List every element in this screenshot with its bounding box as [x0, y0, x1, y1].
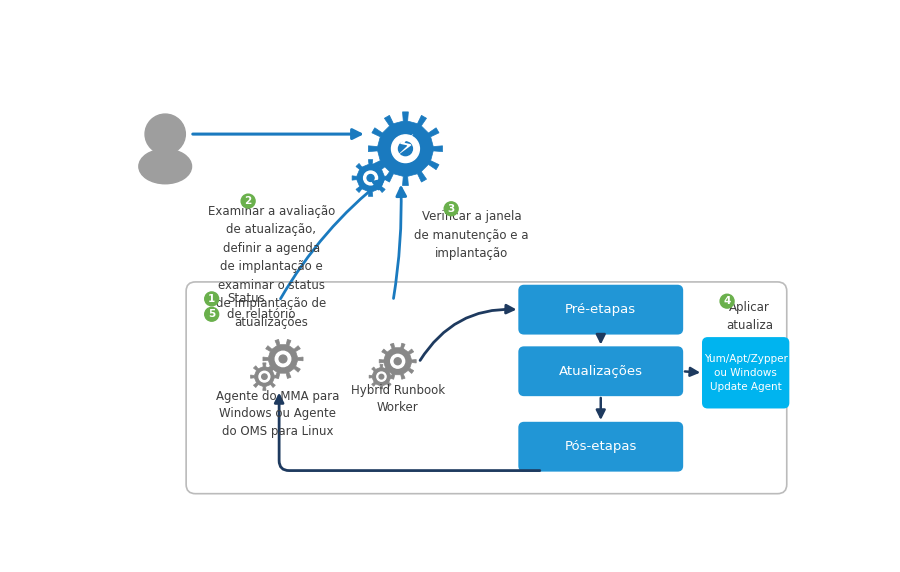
Circle shape: [394, 358, 401, 365]
Circle shape: [445, 202, 458, 216]
Circle shape: [204, 307, 219, 321]
Polygon shape: [368, 112, 443, 185]
FancyBboxPatch shape: [186, 282, 787, 494]
Text: 1: 1: [208, 294, 215, 304]
Circle shape: [259, 371, 270, 382]
Text: Aplicar
atualiza: Aplicar atualiza: [726, 301, 773, 332]
Circle shape: [367, 174, 374, 181]
Text: Yum/Apt/Zypper
ou Windows
Update Agent: Yum/Apt/Zypper ou Windows Update Agent: [704, 354, 788, 392]
Circle shape: [392, 135, 419, 162]
FancyBboxPatch shape: [519, 286, 682, 333]
Text: Hybrid Runbook
Worker: Hybrid Runbook Worker: [351, 384, 445, 414]
Text: Atualizações: Atualizações: [559, 365, 643, 378]
Ellipse shape: [139, 149, 192, 184]
Text: Agente do MMA para
Windows ou Agente
do OMS para Linux: Agente do MMA para Windows ou Agente do …: [216, 390, 339, 438]
Circle shape: [262, 374, 267, 379]
Polygon shape: [250, 363, 278, 391]
Circle shape: [391, 354, 405, 368]
Text: 5: 5: [208, 309, 215, 319]
Circle shape: [241, 194, 255, 208]
Circle shape: [399, 142, 412, 156]
FancyBboxPatch shape: [519, 423, 682, 471]
Text: 2: 2: [245, 196, 252, 206]
Text: 3: 3: [447, 204, 454, 214]
Polygon shape: [352, 160, 389, 196]
Bar: [158, 145, 173, 156]
Text: Pré-etapas: Pré-etapas: [565, 303, 636, 316]
Polygon shape: [369, 364, 393, 389]
Text: de relatório: de relatório: [227, 308, 296, 321]
Polygon shape: [379, 343, 416, 379]
Circle shape: [204, 292, 219, 306]
Text: Pós-etapas: Pós-etapas: [564, 440, 637, 453]
Circle shape: [145, 114, 185, 154]
Text: Examinar a avaliação
de atualização,
definir a agenda
de implantação e
examinar : Examinar a avaliação de atualização, def…: [208, 205, 335, 329]
Text: 4: 4: [724, 296, 731, 306]
Circle shape: [279, 355, 287, 363]
Text: ⚡: ⚡: [396, 133, 415, 161]
FancyBboxPatch shape: [519, 347, 682, 395]
Circle shape: [379, 374, 383, 379]
Circle shape: [377, 372, 386, 382]
Circle shape: [364, 171, 378, 185]
Circle shape: [720, 294, 734, 308]
Text: Status: Status: [227, 292, 265, 305]
FancyBboxPatch shape: [703, 338, 788, 407]
Polygon shape: [263, 339, 303, 379]
Text: Verificar a janela
de manutenção e a
implantação: Verificar a janela de manutenção e a imp…: [414, 210, 528, 260]
Circle shape: [275, 351, 291, 367]
